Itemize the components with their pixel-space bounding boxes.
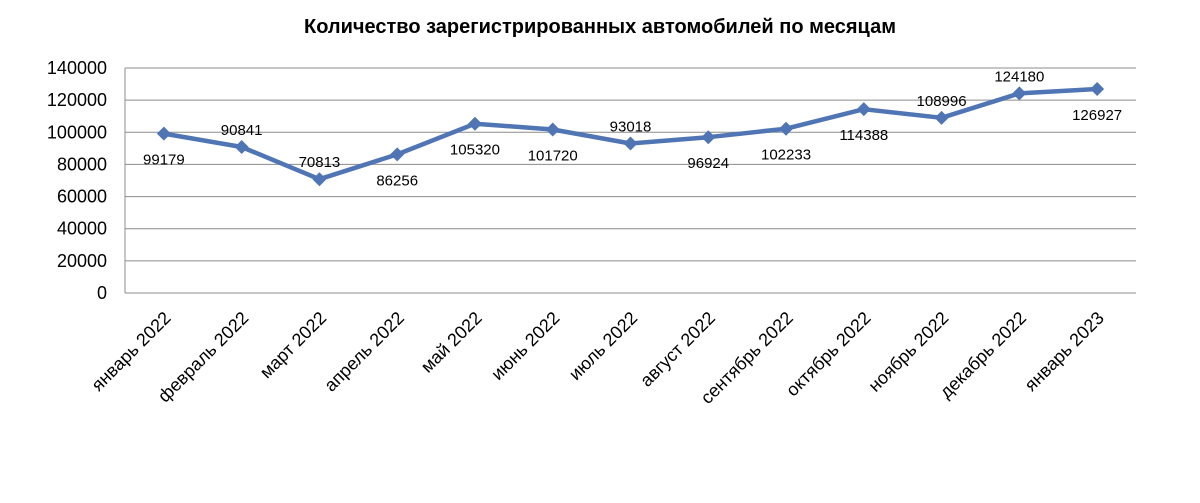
gridlines [125, 67, 1136, 294]
x-tick-label: март 2022 [256, 308, 330, 382]
data-label: 86256 [376, 172, 418, 189]
data-label: 93018 [610, 119, 652, 136]
data-point-marker [623, 136, 638, 151]
chart-title: Количество зарегистрированных автомобиле… [303, 16, 897, 38]
data-label: 96924 [687, 155, 729, 172]
x-tick-label: январь 2022 [87, 308, 174, 395]
x-tick-label: июль 2022 [565, 308, 641, 384]
data-label: 114388 [839, 127, 888, 144]
x-tick-label: май 2022 [417, 308, 486, 377]
data-label: 70813 [299, 154, 341, 171]
data-point-marker [779, 121, 794, 136]
y-tick-label: 140000 [47, 58, 107, 78]
y-tick-label: 0 [97, 283, 107, 303]
data-label: 108996 [917, 93, 967, 110]
x-tick-label: август 2022 [636, 308, 719, 391]
x-tick-label: апрель 2022 [320, 308, 408, 396]
data-label: 102233 [761, 147, 811, 164]
data-point-marker [390, 147, 405, 162]
data-label: 126927 [1072, 107, 1122, 124]
y-tick-label: 60000 [57, 187, 107, 207]
data-point-marker [467, 116, 482, 131]
y-axis: 0 20000 40000 60000 80000 100000 120000 140000 [47, 58, 126, 303]
data-label: 101720 [528, 148, 578, 165]
data-point-marker [312, 172, 327, 187]
data-label: 105320 [450, 142, 500, 159]
data-point-marker [234, 140, 249, 155]
data-point-marker [156, 126, 171, 141]
series [156, 82, 1105, 187]
data-label: 99179 [143, 152, 185, 169]
y-tick-label: 20000 [57, 251, 107, 271]
y-tick-label: 80000 [57, 154, 107, 174]
data-label: 90841 [221, 122, 263, 139]
data-label: 124180 [994, 68, 1044, 85]
data-point-marker [1012, 86, 1027, 101]
x-tick-label: ноябрь 2022 [864, 308, 952, 396]
data-point-marker [1090, 82, 1105, 97]
x-tick-label: январь 2023 [1021, 308, 1108, 395]
y-tick-label: 100000 [47, 122, 107, 142]
data-point-marker [545, 122, 560, 137]
y-tick-label: 40000 [57, 219, 107, 239]
y-tick-label: 120000 [47, 90, 107, 110]
data-labels: 99179 90841 70813 86256 105320 101720 93018 969… [143, 68, 1122, 189]
data-point-marker [856, 102, 871, 117]
x-tick-label: июнь 2022 [487, 308, 563, 384]
data-point-marker [701, 130, 716, 145]
data-point-marker [934, 110, 949, 125]
